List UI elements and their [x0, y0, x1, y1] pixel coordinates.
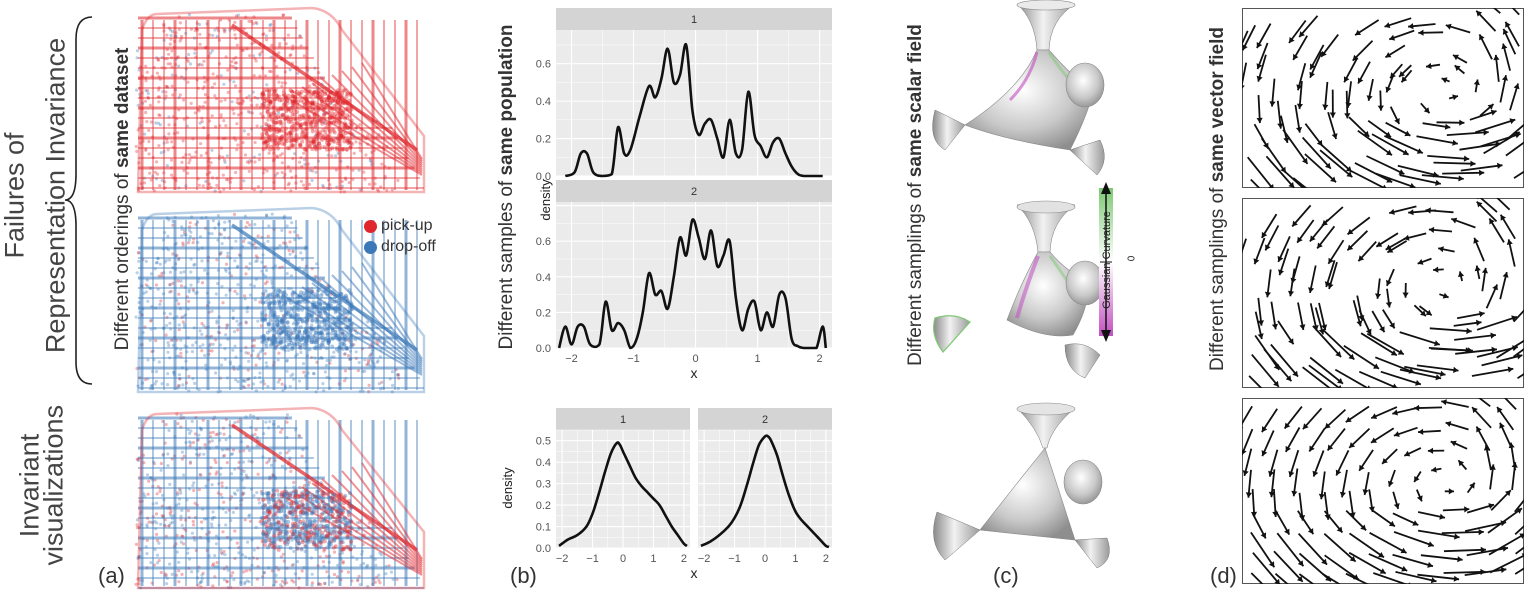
panel-d-side-label-bold: same vector field [1207, 27, 1228, 183]
panel-c-letter: (c) [993, 563, 1019, 588]
vector-arrows [1242, 198, 1524, 388]
y-tick-label: 0.4 [536, 96, 551, 108]
vector-arrows [1242, 8, 1524, 188]
y-tick-label: 0.2 [536, 307, 551, 319]
x-tick-label: 2 [817, 353, 823, 365]
legend-dropoff-label: drop-off [381, 238, 436, 255]
panel-c-side-label-prefix: Different samplings of [905, 177, 926, 366]
map-invariant-blend [134, 406, 426, 590]
panel-c-side-label-bold: same scalar field [905, 24, 926, 178]
surface-sample-2 [933, 200, 1105, 379]
panel-d-side-label-prefix: Different samplings of [1207, 182, 1228, 371]
vector-field-invariant [1242, 398, 1524, 584]
x-tick-label: −1 [586, 553, 599, 565]
pickup-swatch-icon [364, 219, 377, 233]
vector-field-frame [1242, 8, 1524, 188]
x-tick-label: −2 [556, 553, 569, 565]
facet-label: 2 [691, 186, 697, 198]
y-tick-label: 0.2 [536, 500, 551, 512]
map-dropoff-over-pickup [134, 206, 426, 394]
density-curve [557, 218, 828, 350]
panel-b-density-charts: 10.00.20.40.620.00.20.40.6−2 −1 0 1 2x10.00.… [500, 8, 832, 581]
dropoff-swatch-icon [364, 240, 377, 254]
y-tick-label: 0.2 [536, 134, 551, 146]
panel-c-surfaces [932, 0, 1113, 569]
x-tick-label: 1 [792, 553, 798, 565]
legend-pickup-label: pick-up [381, 217, 433, 234]
x-axis-label: x [691, 365, 698, 381]
invariant-label-line2: visualizations [38, 404, 69, 566]
vector-field-sample-2 [1242, 198, 1524, 388]
legend-pickup: pick-up [364, 217, 433, 235]
facet-strip [698, 408, 832, 430]
y-axis-label: density [538, 179, 553, 221]
facet-label: 1 [620, 414, 626, 426]
facet-strip [556, 408, 690, 430]
map-texture [134, 406, 426, 590]
y-tick-label: 0.0 [536, 171, 551, 183]
y-tick-label: 0.1 [536, 522, 551, 534]
vector-arrows [1242, 398, 1524, 584]
x-tick-label: 0 [692, 353, 698, 365]
density-curve [700, 434, 830, 549]
x-tick-label: −2 [698, 553, 711, 565]
facet-strip [556, 8, 832, 30]
panel-a-side-label-bold: same dataset [112, 47, 133, 169]
map-texture [134, 206, 426, 394]
y-tick-label: 0.3 [536, 479, 551, 491]
y-tick-label: 0.5 [536, 436, 551, 448]
x-tick-label: 1 [755, 353, 761, 365]
x-axis-label: x [691, 565, 698, 581]
map-pickup-over-dropoff [134, 6, 426, 194]
plot-background [556, 30, 832, 176]
legend-dropoff: drop-off [364, 238, 436, 256]
curvature-colorbar [1099, 182, 1113, 342]
failures-label-line1: Failures of [0, 132, 30, 259]
y-tick-label: 0.0 [536, 543, 551, 555]
colorbar-down-arrow-icon [1101, 330, 1111, 342]
x-tick-label: 2 [823, 553, 829, 565]
panel-d-side-label: Different samplings of same vector field [1207, 19, 1229, 379]
x-tick-label: −1 [728, 553, 741, 565]
colorbar-up-arrow-icon [1101, 182, 1111, 194]
brace-icon [64, 16, 93, 385]
vector-field-sample-1 [1242, 8, 1524, 188]
x-tick-label: 1 [650, 553, 656, 565]
y-tick-label: 0.6 [536, 59, 551, 71]
facet-strip [556, 180, 832, 202]
y-tick-label: 0.6 [536, 236, 551, 248]
x-tick-label: −1 [627, 353, 640, 365]
panel-a-side-label: Different orderings of same dataset [112, 19, 134, 379]
x-tick-label: −2 [565, 353, 578, 365]
panel-c-side-label: Different samplings of same scalar field [905, 15, 927, 375]
panel-a-side-label-prefix: Different orderings of [112, 168, 133, 351]
facet-label: 1 [691, 14, 697, 26]
y-tick-label: 0.4 [536, 272, 551, 284]
density-curve [564, 43, 823, 178]
map-texture [134, 6, 426, 194]
colorbar-label: Gaussian Curvature [1101, 211, 1113, 309]
y-axis-label: density [500, 467, 515, 509]
x-tick-label: 0 [762, 553, 768, 565]
colorbar-zero-label: 0 [1126, 255, 1138, 262]
facet-label: 2 [762, 414, 768, 426]
panel-b-letter: (b) [510, 563, 537, 588]
vector-field-frame [1242, 198, 1524, 388]
panel-a-letter: (a) [98, 563, 125, 588]
surface-sample-1 [932, 0, 1105, 176]
x-tick-label: 0 [620, 553, 626, 565]
x-tick-label: 2 [681, 553, 687, 565]
panel-d-letter: (d) [1210, 563, 1237, 588]
density-curve [558, 441, 688, 548]
y-tick-label: 0.0 [536, 343, 551, 355]
surface-invariant [933, 402, 1110, 569]
y-tick-label: 0.4 [536, 457, 551, 469]
